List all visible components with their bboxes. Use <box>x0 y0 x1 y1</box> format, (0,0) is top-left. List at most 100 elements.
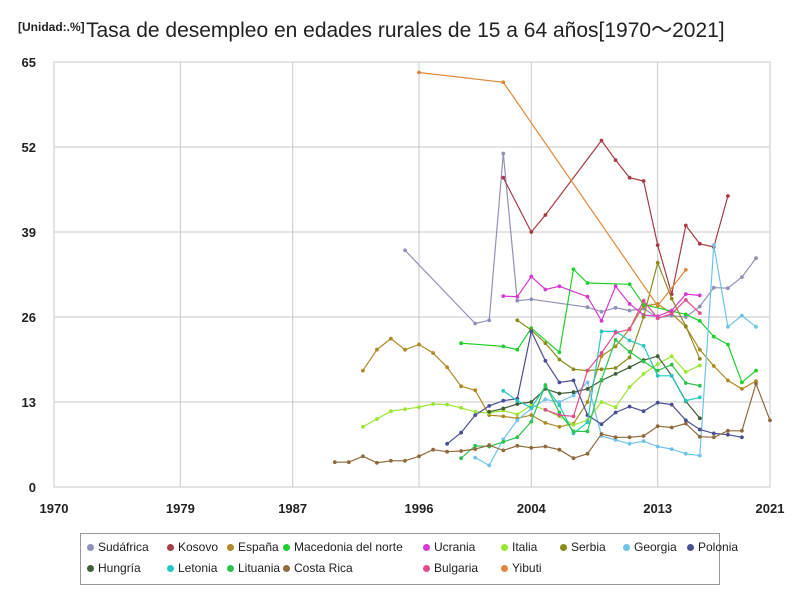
series-line <box>460 338 700 459</box>
data-point <box>740 435 744 440</box>
data-point <box>515 412 520 417</box>
legend-label: Polonia <box>698 540 739 554</box>
series-11 <box>459 338 702 461</box>
data-point <box>697 293 702 298</box>
legend-marker <box>167 543 174 551</box>
data-point <box>641 434 646 438</box>
data-point <box>571 393 576 398</box>
data-point <box>585 294 590 299</box>
series-2 <box>361 302 758 429</box>
data-point <box>711 364 716 368</box>
series-12 <box>332 381 772 465</box>
legend-label: Hungría <box>98 561 141 575</box>
data-point <box>613 438 618 442</box>
data-point <box>543 341 548 346</box>
data-point <box>501 389 506 393</box>
legend-label: Yibuti <box>512 561 542 575</box>
legend-marker <box>501 564 508 572</box>
data-point <box>726 428 730 433</box>
data-point <box>697 434 702 439</box>
data-point <box>655 444 660 449</box>
legend-marker <box>283 564 290 572</box>
data-point <box>726 432 730 437</box>
data-point <box>627 385 632 389</box>
data-point <box>599 138 604 143</box>
data-point <box>557 350 562 355</box>
data-point <box>683 315 688 319</box>
data-point <box>655 304 660 308</box>
legend-label: Sudáfrica <box>98 540 149 554</box>
data-point <box>473 409 478 414</box>
y-tick-label: 26 <box>22 310 36 325</box>
data-point <box>445 365 449 370</box>
legend-item: Kosovo <box>167 540 218 554</box>
legend-marker <box>560 543 567 551</box>
series-line <box>503 275 700 323</box>
data-point <box>655 368 660 373</box>
data-point <box>431 351 435 355</box>
legend-marker <box>423 564 430 572</box>
x-tick-label: 1979 <box>166 501 195 516</box>
data-point <box>473 413 478 417</box>
axes: 0 13 26 39 52 65 1970 1979 1987 1996 2004 2013 2021 <box>22 55 785 516</box>
legend-label: España <box>238 540 279 554</box>
data-point <box>613 366 618 370</box>
data-point <box>669 362 674 367</box>
data-point <box>501 294 506 298</box>
data-point <box>627 349 632 354</box>
legend-marker <box>623 543 630 551</box>
series-line <box>334 381 771 464</box>
series-5 <box>361 354 702 429</box>
data-point <box>697 453 702 458</box>
data-point <box>697 304 702 309</box>
data-point <box>445 441 449 446</box>
data-point <box>740 380 744 385</box>
data-point <box>726 324 730 329</box>
data-point <box>655 243 660 248</box>
data-point <box>641 315 646 319</box>
data-point <box>740 428 744 433</box>
legend-item: Polonia <box>687 540 738 554</box>
data-point <box>501 80 506 85</box>
legend-item: Italia <box>501 540 537 554</box>
data-point <box>613 410 618 415</box>
data-point <box>557 400 562 404</box>
data-point <box>487 318 492 323</box>
data-point <box>459 430 463 435</box>
series-line <box>461 268 757 384</box>
data-point <box>627 355 632 360</box>
data-point <box>683 381 688 385</box>
data-point <box>332 460 337 465</box>
data-point <box>529 230 534 234</box>
data-point <box>431 402 435 406</box>
data-point <box>669 373 674 378</box>
data-point <box>655 316 660 321</box>
y-tick-label: 13 <box>22 395 36 410</box>
data-point <box>599 377 604 382</box>
data-point <box>459 384 463 389</box>
data-point <box>543 444 548 449</box>
data-point <box>459 341 463 346</box>
data-point <box>585 429 590 434</box>
data-point <box>515 402 520 406</box>
data-point <box>669 402 674 407</box>
data-point <box>627 302 632 306</box>
legend-marker <box>227 564 234 572</box>
data-point <box>375 460 379 465</box>
data-point <box>627 175 632 180</box>
legend-item: Macedonia del norte <box>283 540 403 554</box>
x-tick-label: 2013 <box>643 501 672 516</box>
data-point <box>571 367 576 372</box>
legend-label: Serbia <box>571 540 606 554</box>
data-point <box>515 418 520 423</box>
data-point <box>346 460 351 465</box>
data-point <box>641 179 646 183</box>
series-lines <box>332 70 772 468</box>
legend-marker <box>501 543 508 551</box>
data-point <box>501 414 506 419</box>
x-tick-label: 2021 <box>756 501 785 516</box>
data-point <box>627 327 632 332</box>
data-point <box>417 70 421 75</box>
legend-marker <box>167 564 174 572</box>
data-point <box>543 421 548 425</box>
